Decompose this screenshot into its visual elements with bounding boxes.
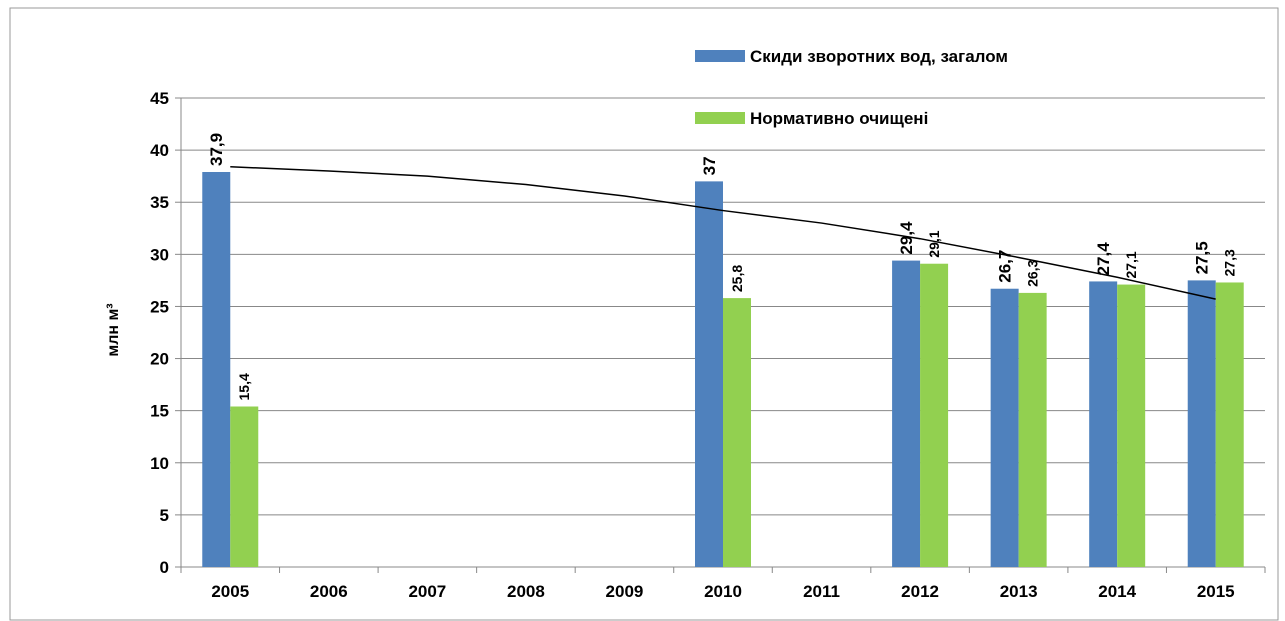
value-label: 27,5 — [1193, 241, 1212, 274]
value-label: 15,4 — [236, 373, 252, 400]
y-tick-label: 10 — [150, 454, 169, 473]
y-tick-label: 35 — [150, 193, 169, 212]
bar — [990, 288, 1019, 567]
y-tick-label: 0 — [160, 558, 169, 577]
y-tick-label: 45 — [150, 89, 169, 108]
bar — [230, 406, 259, 567]
x-tick-label: 2014 — [1098, 582, 1136, 601]
bar — [723, 298, 751, 567]
x-tick-label: 2012 — [901, 582, 939, 601]
y-axis-label: млн м³ — [105, 303, 122, 356]
y-tick-label: 15 — [150, 402, 169, 421]
bar — [202, 171, 231, 567]
value-label: 26,3 — [1025, 259, 1041, 286]
bar — [1215, 282, 1244, 567]
y-tick-label: 5 — [160, 506, 169, 525]
x-tick-label: 2015 — [1197, 582, 1235, 601]
x-tick-label: 2005 — [211, 582, 249, 601]
value-label: 37,9 — [207, 133, 226, 166]
y-tick-label: 40 — [150, 141, 169, 160]
bar — [1117, 284, 1146, 567]
legend-label: Нормативно очищені — [750, 109, 928, 128]
chart-frame — [9, 7, 1279, 621]
x-tick-label: 2006 — [310, 582, 348, 601]
x-tick-label: 2007 — [408, 582, 446, 601]
value-label: 29,4 — [897, 221, 916, 255]
value-label: 29,1 — [926, 230, 942, 257]
y-tick-label: 20 — [150, 350, 169, 369]
legend-label: Скиди зворотних вод, загалом — [750, 47, 1008, 66]
bar — [1018, 292, 1047, 567]
value-label: 27,4 — [1094, 242, 1113, 276]
x-tick-label: 2008 — [507, 582, 545, 601]
value-label: 27,1 — [1123, 251, 1139, 278]
y-tick-label: 25 — [150, 297, 169, 316]
value-label: 25,8 — [729, 265, 745, 292]
trendline — [230, 166, 1216, 300]
legend-swatch — [695, 112, 745, 124]
x-tick-label: 2013 — [1000, 582, 1038, 601]
value-label: 27,3 — [1222, 249, 1238, 276]
bar — [1187, 280, 1216, 567]
value-label: 37 — [700, 156, 719, 175]
bar — [695, 181, 723, 567]
x-tick-label: 2011 — [803, 582, 840, 601]
value-label: 26,7 — [996, 250, 1015, 283]
bar — [920, 263, 949, 567]
x-tick-label: 2009 — [606, 582, 644, 601]
x-tick-label: 2010 — [704, 582, 742, 601]
bar — [892, 260, 921, 567]
y-tick-label: 30 — [150, 245, 169, 264]
bar — [1089, 281, 1118, 567]
legend-swatch — [695, 50, 745, 62]
